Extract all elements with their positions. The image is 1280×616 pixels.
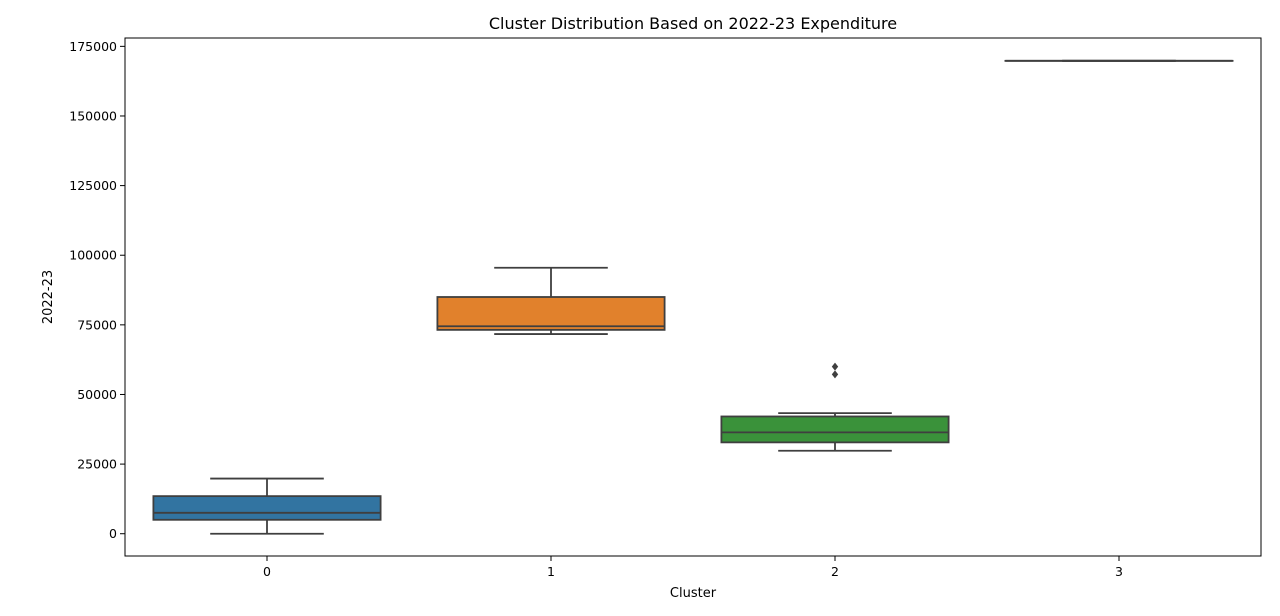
box-cluster-2 <box>720 362 950 452</box>
iqr-box <box>152 495 382 521</box>
y-tick-label: 25000 <box>77 457 117 472</box>
y-tick-label: 0 <box>109 526 117 541</box>
outlier-point <box>831 362 839 371</box>
x-tick-label: 0 <box>263 564 271 579</box>
x-axis-ticks: 0 1 2 3 <box>263 556 1123 579</box>
iqr-box <box>436 296 666 331</box>
y-tick-label: 100000 <box>69 248 117 263</box>
boxes-layer <box>152 59 1234 535</box>
iqr-box <box>720 415 950 444</box>
y-axis-label: 2022-23 <box>41 270 56 324</box>
y-tick-label: 50000 <box>77 387 117 402</box>
y-tick-label: 125000 <box>69 178 117 193</box>
box-cluster-1 <box>436 266 666 335</box>
y-tick-label: 150000 <box>69 108 117 123</box>
y-tick-label: 175000 <box>69 39 117 54</box>
plot-frame <box>124 37 1262 557</box>
box-cluster-0 <box>152 477 382 535</box>
x-tick-label: 3 <box>1115 564 1123 579</box>
chart-title: Cluster Distribution Based on 2022-23 Ex… <box>489 14 897 33</box>
y-tick-label: 75000 <box>77 317 117 332</box>
x-tick-label: 2 <box>831 564 839 579</box>
outlier-point <box>831 370 839 379</box>
x-tick-label: 1 <box>547 564 555 579</box>
y-axis-ticks: 0 25000 50000 75000 100000 125000 150000 175000 <box>69 39 125 541</box>
x-axis-label: Cluster <box>670 586 717 601</box>
